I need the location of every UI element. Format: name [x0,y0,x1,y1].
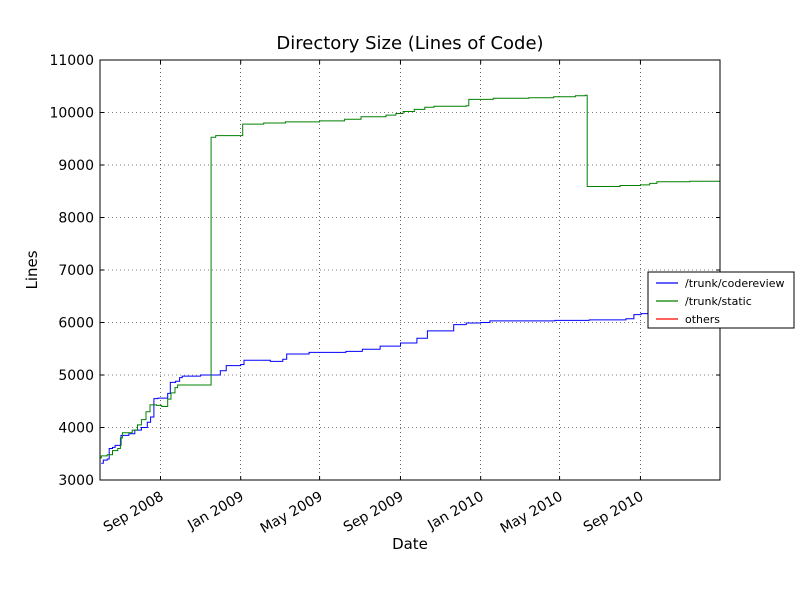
y-axis-label: Lines [23,250,41,289]
legend-label: /trunk/codereview [685,277,784,290]
x-axis-label: Date [392,535,428,553]
y-tick-label: 10000 [49,106,94,122]
y-tick-label: 5000 [58,368,94,384]
y-tick-label: 11000 [49,53,94,69]
series-lines [100,94,721,464]
series-line-trunk-static [100,94,721,459]
y-tick-label: 3000 [58,473,94,489]
legend: /trunk/codereview/trunk/static others [647,271,795,329]
y-tick-label: 9000 [58,158,94,174]
legend-label: others [685,313,720,326]
y-tick-label: 8000 [58,211,94,227]
chart-title: Directory Size (Lines of Code) [276,33,543,54]
legend-label: /trunk/static [685,295,752,308]
y-tick-label: 4000 [58,421,94,437]
series-line-trunk-codereview [101,312,651,464]
y-tick-label: 6000 [58,316,94,332]
y-tick-label: 7000 [58,263,94,279]
